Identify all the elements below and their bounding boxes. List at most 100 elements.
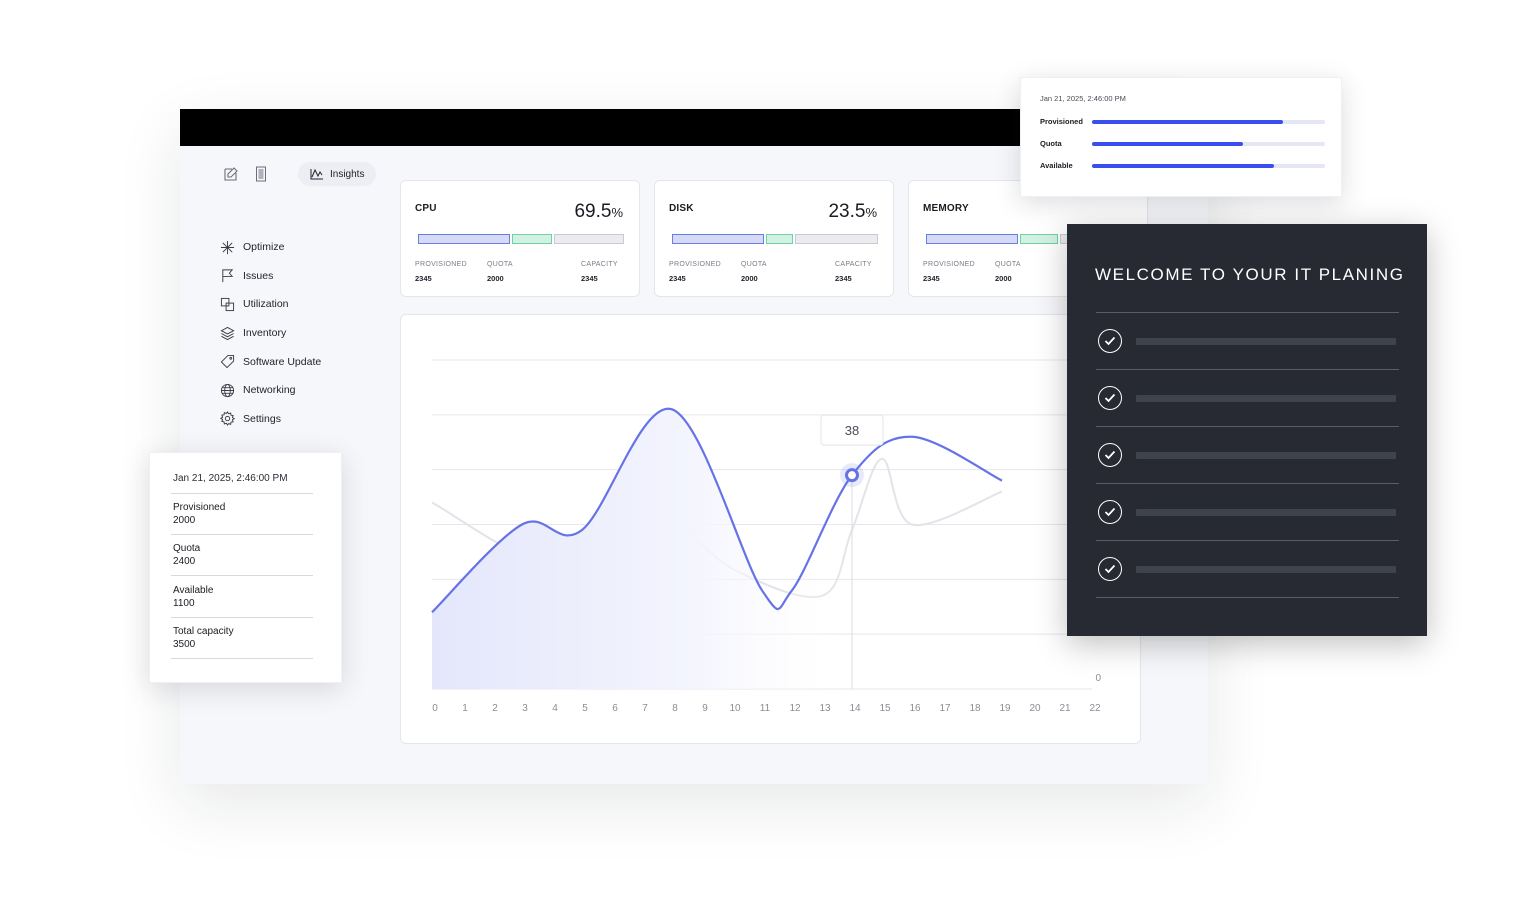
x-tick-label: 5 [582, 703, 588, 714]
popup-row-track [1092, 164, 1325, 168]
tab-insights[interactable]: Insights [298, 162, 377, 186]
sidebar-item-label: Networking [243, 384, 296, 397]
highlight-value-label: 38 [845, 423, 859, 438]
check-circle-icon[interactable] [1098, 443, 1122, 467]
check-circle-icon[interactable] [1098, 386, 1122, 410]
sidebar-item-issues[interactable]: Issues [220, 262, 321, 291]
popup-row-track [1092, 120, 1325, 124]
highlight-point [845, 468, 859, 483]
detail-provisioned: Provisioned 2000 [173, 502, 226, 526]
sidebar-item-label: Settings [243, 412, 281, 425]
tag-icon [220, 355, 235, 369]
x-tick-label: 20 [1029, 703, 1041, 714]
divider [171, 658, 313, 659]
x-tick-label: 18 [969, 703, 981, 714]
x-tick-label: 15 [879, 703, 891, 714]
sidebar-item-networking[interactable]: Networking [220, 376, 321, 405]
popup-row-fill [1092, 120, 1284, 124]
detail-total-capacity: Total capacity 3500 [173, 626, 234, 650]
kpi-capacity: CAPACITY 2345 [581, 261, 618, 283]
checklist-item-placeholder [1136, 338, 1396, 345]
x-tick-label: 9 [702, 703, 708, 714]
popup-row-label: Available [1040, 161, 1073, 170]
chart-line-icon [310, 168, 323, 180]
divider [1096, 369, 1399, 370]
kpi-value: 69.5% [574, 201, 623, 222]
kpi-provisioned: PROVISIONED 2345 [923, 261, 975, 283]
utilization-chart-card: 0 1 2 3 4 5 6 7 8 9 10 11 12 13 14 15 16 17 18 19 20 21 22 0 38 [400, 314, 1141, 744]
kpi-card-cpu[interactable]: CPU 69.5% PROVISIONED 2345 QUOTA 2000 CAPA… [400, 180, 640, 297]
popup-row-provisioned: Provisioned [1040, 117, 1325, 127]
kpi-card-disk[interactable]: DISK 23.5% PROVISIONED 2345 QUOTA 2000 CAP… [654, 180, 894, 297]
kpi-provisioned: PROVISIONED 2345 [669, 261, 721, 283]
sidebar-item-utilization[interactable]: Utilization [220, 290, 321, 319]
sidebar-item-software-update[interactable]: Software Update [220, 347, 321, 376]
sidebar-item-label: Utilization [243, 298, 289, 311]
divider [1096, 312, 1399, 313]
divider [1096, 426, 1399, 427]
x-tick-label: 19 [999, 703, 1011, 714]
top-toolbar: Insights [222, 162, 377, 186]
x-tick-label: 22 [1089, 703, 1101, 714]
checklist-item-placeholder [1136, 452, 1396, 459]
check-circle-icon[interactable] [1098, 557, 1122, 581]
x-tick-label: 8 [672, 703, 678, 714]
detail-quota: Quota 2400 [173, 543, 201, 567]
divider [1096, 540, 1399, 541]
y-tick-label: 0 [1095, 673, 1101, 684]
x-tick-label: 17 [939, 703, 951, 714]
popup-row-label: Quota [1040, 139, 1062, 148]
check-circle-icon[interactable] [1098, 500, 1122, 524]
x-tick-label: 6 [612, 703, 618, 714]
kpi-quota: QUOTA 2000 [487, 261, 513, 283]
sidebar-item-optimize[interactable]: Optimize [220, 233, 321, 262]
sidebar-item-label: Issues [243, 269, 274, 282]
x-tick-label: 0 [432, 703, 438, 714]
divider [171, 493, 313, 494]
kpi-provisioned: PROVISIONED 2345 [415, 261, 467, 283]
popup-row-fill [1092, 164, 1274, 168]
layers-icon [220, 326, 235, 340]
x-tick-label: 10 [729, 703, 741, 714]
x-tick-label: 12 [789, 703, 801, 714]
welcome-panel: WELCOME TO YOUR IT PLANING [1067, 224, 1427, 636]
x-tick-label: 3 [522, 703, 528, 714]
kpi-quota: QUOTA 2000 [741, 261, 767, 283]
divider [1096, 597, 1399, 598]
series-line-primary [431, 407, 1003, 614]
kpi-title: CPU [415, 203, 437, 214]
popup-row-available: Available [1040, 161, 1325, 171]
x-tick-label: 7 [642, 703, 648, 714]
x-tick-label: 13 [819, 703, 831, 714]
x-tick-label: 1 [462, 703, 468, 714]
details-popup-left: Jan 21, 2025, 2:46:00 PM Provisioned 2000… [149, 452, 342, 683]
kpi-capacity: CAPACITY 2345 [835, 261, 872, 283]
x-tick-label: 4 [552, 703, 558, 714]
sidebar-item-inventory[interactable]: Inventory [220, 319, 321, 348]
popup-row-fill [1092, 142, 1244, 146]
sidebar-item-label: Inventory [243, 327, 287, 340]
sidebar-nav: Optimize Issues Utilization Inventory So… [220, 233, 321, 433]
overlap-squares-icon [220, 297, 235, 312]
divider [171, 534, 313, 535]
divider [171, 575, 313, 576]
sidebar-item-settings[interactable]: Settings [220, 405, 321, 434]
popup-timestamp: Jan 21, 2025, 2:46:00 PM [173, 473, 288, 484]
edit-icon[interactable] [222, 165, 240, 183]
x-tick-label: 16 [909, 703, 921, 714]
flag-icon [222, 269, 234, 283]
checklist-item-placeholder [1136, 395, 1396, 402]
tab-insights-label: Insights [330, 168, 365, 180]
divider [171, 617, 313, 618]
document-icon[interactable] [252, 165, 270, 183]
kpi-title: MEMORY [923, 203, 969, 214]
x-tick-label: 14 [849, 703, 861, 714]
welcome-title: WELCOME TO YOUR IT PLANING [1095, 265, 1405, 284]
check-circle-icon[interactable] [1098, 329, 1122, 353]
x-tick-label: 21 [1059, 703, 1071, 714]
asterisk-icon [220, 240, 235, 254]
divider [1096, 483, 1399, 484]
popup-row-quota: Quota [1040, 139, 1325, 149]
checklist-item-placeholder [1136, 509, 1396, 516]
